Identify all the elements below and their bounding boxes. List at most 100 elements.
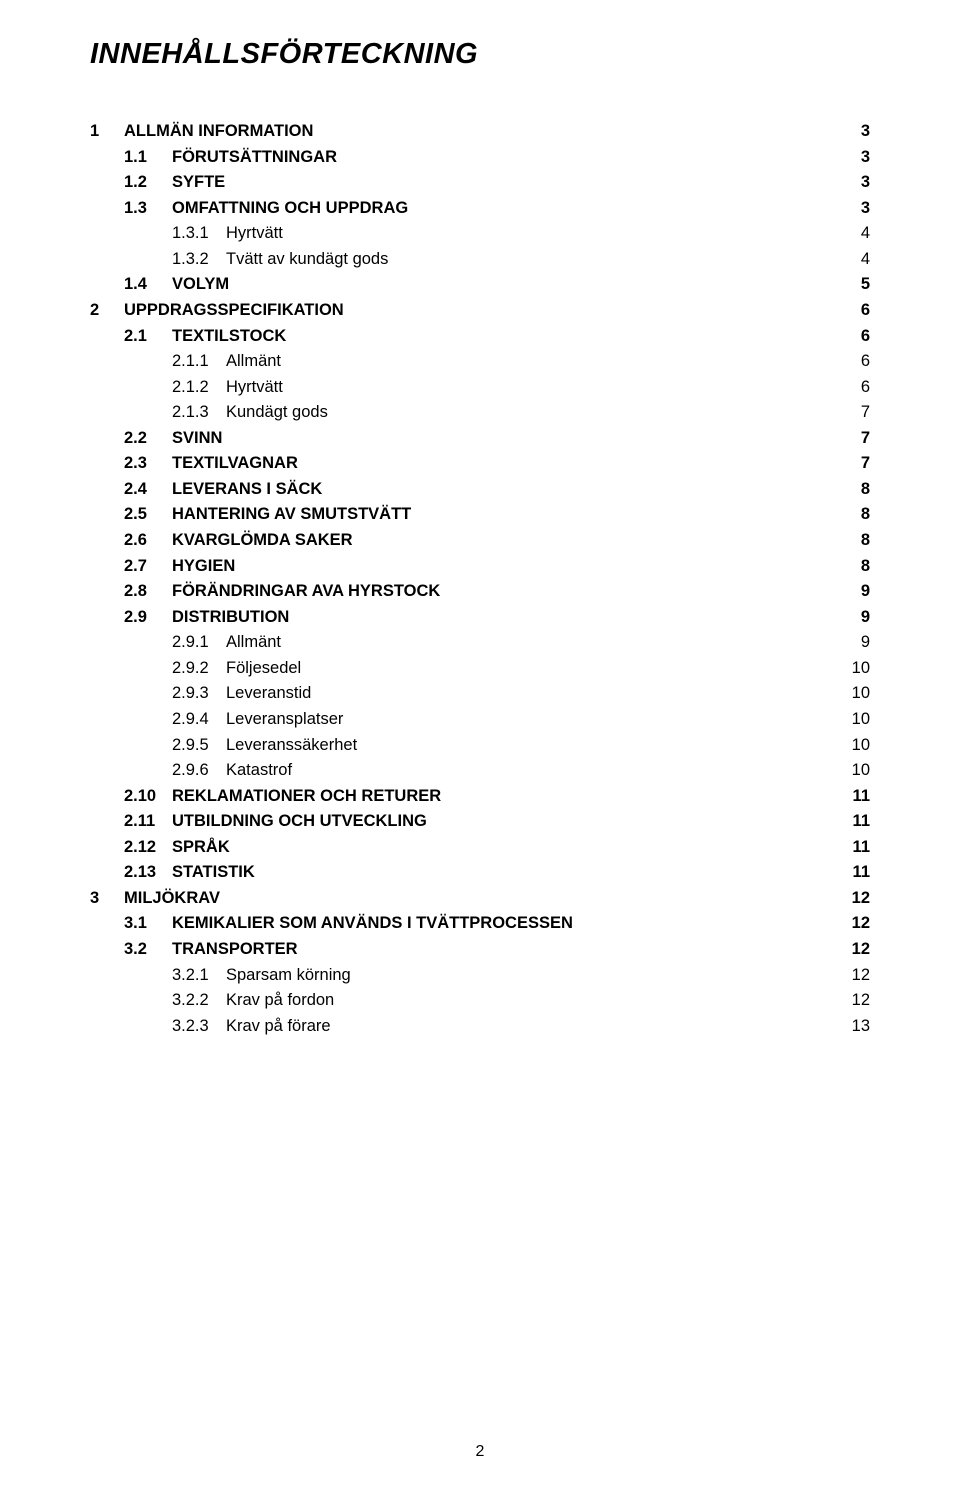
page-number: 2 xyxy=(0,1443,960,1461)
toc-row: 1.3OMFATTNING OCH UPPDRAG3 xyxy=(90,196,870,222)
toc-row: 2.10REKLAMATIONER OCH RETURER11 xyxy=(90,784,870,810)
toc-page: 8 xyxy=(840,554,870,580)
toc-page: 7 xyxy=(840,426,870,452)
toc-number: 1.3.2 xyxy=(172,247,226,273)
toc-row: 1.3.1Hyrtvätt4 xyxy=(90,221,870,247)
toc-page: 6 xyxy=(840,298,870,324)
toc-number: 3 xyxy=(90,886,124,912)
toc-row-left: 2.7HYGIEN xyxy=(124,554,235,580)
toc-label: Leveranstid xyxy=(226,681,311,707)
toc-number: 2.7 xyxy=(124,554,172,580)
toc-number: 2.9.3 xyxy=(172,681,226,707)
toc-label: Allmänt xyxy=(226,630,281,656)
toc-number: 1.4 xyxy=(124,272,172,298)
toc-label: VOLYM xyxy=(172,272,229,298)
toc-row: 2.9.1Allmänt9 xyxy=(90,630,870,656)
toc-row: 1.4VOLYM 5 xyxy=(90,272,870,298)
toc-label: SYFTE xyxy=(172,170,225,196)
toc-page: 3 xyxy=(840,145,870,171)
toc-row-left: 2.9.5Leveranssäkerhet xyxy=(172,733,357,759)
toc-row-left: 2.8FÖRÄNDRINGAR AVA HYRSTOCK xyxy=(124,579,440,605)
toc-number: 3.2.3 xyxy=(172,1014,226,1040)
toc-row: 2.6KVARGLÖMDA SAKER 8 xyxy=(90,528,870,554)
toc-page: 3 xyxy=(840,119,870,145)
toc-row-left: 2.6KVARGLÖMDA SAKER xyxy=(124,528,353,554)
toc-row: 3.2.2Krav på fordon12 xyxy=(90,988,870,1014)
toc-label: FÖRÄNDRINGAR AVA HYRSTOCK xyxy=(172,579,440,605)
toc-label: SVINN xyxy=(172,426,222,452)
toc-label: DISTRIBUTION xyxy=(172,605,289,631)
toc-number: 2.10 xyxy=(124,784,172,810)
toc-row: 2.12SPRÅK11 xyxy=(90,835,870,861)
toc-row: 1.1FÖRUTSÄTTNINGAR 3 xyxy=(90,145,870,171)
toc-number: 2.9.4 xyxy=(172,707,226,733)
toc-row-left: 1.1FÖRUTSÄTTNINGAR xyxy=(124,145,337,171)
toc-row-left: 2.3TEXTILVAGNAR xyxy=(124,451,298,477)
toc-page: 9 xyxy=(840,605,870,631)
toc-row: 3.2TRANSPORTER 12 xyxy=(90,937,870,963)
toc-row: 2.9.2Följesedel10 xyxy=(90,656,870,682)
toc-page: 10 xyxy=(840,707,870,733)
toc-label: HYGIEN xyxy=(172,554,235,580)
toc-number: 2.4 xyxy=(124,477,172,503)
toc-number: 2.9.1 xyxy=(172,630,226,656)
toc-row: 1.2SYFTE3 xyxy=(90,170,870,196)
table-of-contents: 1ALLMÄN INFORMATION31.1FÖRUTSÄTTNINGAR31… xyxy=(90,119,870,1039)
toc-row-left: 2.9.3Leveranstid xyxy=(172,681,311,707)
toc-label: Tvätt av kundägt gods xyxy=(226,247,388,273)
toc-row-left: 2.5HANTERING AV SMUTSTVÄTT xyxy=(124,502,411,528)
toc-row-left: 2UPPDRAGSSPECIFIKATION xyxy=(90,298,344,324)
toc-row-left: 2.11UTBILDNING OCH UTVECKLING xyxy=(124,809,427,835)
toc-row-left: 2.10REKLAMATIONER OCH RETURER xyxy=(124,784,441,810)
toc-page: 8 xyxy=(840,528,870,554)
toc-label: Krav på fordon xyxy=(226,988,334,1014)
toc-row-left: 2.12SPRÅK xyxy=(124,835,230,861)
toc-page: 6 xyxy=(840,324,870,350)
toc-label: SPRÅK xyxy=(172,835,230,861)
toc-row: 2UPPDRAGSSPECIFIKATION 6 xyxy=(90,298,870,324)
toc-number: 2.13 xyxy=(124,860,172,886)
toc-row: 2.4LEVERANS I SÄCK8 xyxy=(90,477,870,503)
toc-row: 2.11UTBILDNING OCH UTVECKLING11 xyxy=(90,809,870,835)
toc-label: OMFATTNING OCH UPPDRAG xyxy=(172,196,408,222)
toc-row-left: 2.4LEVERANS I SÄCK xyxy=(124,477,322,503)
toc-label: STATISTIK xyxy=(172,860,255,886)
toc-page: 10 xyxy=(840,681,870,707)
toc-number: 2.9.6 xyxy=(172,758,226,784)
toc-label: Krav på förare xyxy=(226,1014,331,1040)
toc-page: 12 xyxy=(840,988,870,1014)
toc-label: Hyrtvätt xyxy=(226,375,283,401)
toc-page: 9 xyxy=(840,579,870,605)
toc-row-left: 3MILJÖKRAV xyxy=(90,886,220,912)
toc-page: 10 xyxy=(840,733,870,759)
toc-number: 2.9.2 xyxy=(172,656,226,682)
toc-row: 2.9.4Leveransplatser 10 xyxy=(90,707,870,733)
toc-row-left: 2.1.1Allmänt xyxy=(172,349,281,375)
toc-number: 3.1 xyxy=(124,911,172,937)
toc-page: 12 xyxy=(840,937,870,963)
toc-page: 6 xyxy=(840,349,870,375)
toc-row-left: 2.9.6Katastrof xyxy=(172,758,292,784)
toc-label: TEXTILSTOCK xyxy=(172,324,286,350)
document-title: INNEHÅLLSFÖRTECKNING xyxy=(90,38,870,71)
toc-row: 2.9.5Leveranssäkerhet 10 xyxy=(90,733,870,759)
toc-row: 3.2.1Sparsam körning12 xyxy=(90,963,870,989)
toc-number: 3.2.1 xyxy=(172,963,226,989)
toc-page: 7 xyxy=(840,400,870,426)
toc-row: 2.9DISTRIBUTION9 xyxy=(90,605,870,631)
toc-row: 2.1.1Allmänt 6 xyxy=(90,349,870,375)
toc-label: Katastrof xyxy=(226,758,292,784)
toc-label: REKLAMATIONER OCH RETURER xyxy=(172,784,441,810)
toc-page: 6 xyxy=(840,375,870,401)
toc-number: 1 xyxy=(90,119,124,145)
toc-number: 2.11 xyxy=(124,809,172,835)
toc-number: 2 xyxy=(90,298,124,324)
toc-row: 1.3.2Tvätt av kundägt gods4 xyxy=(90,247,870,273)
toc-row-left: 3.2.1Sparsam körning xyxy=(172,963,351,989)
toc-row-left: 1.4VOLYM xyxy=(124,272,229,298)
toc-page: 5 xyxy=(840,272,870,298)
toc-page: 13 xyxy=(840,1014,870,1040)
toc-row-left: 3.2TRANSPORTER xyxy=(124,937,298,963)
toc-row-left: 2.9.4Leveransplatser xyxy=(172,707,343,733)
toc-label: LEVERANS I SÄCK xyxy=(172,477,322,503)
